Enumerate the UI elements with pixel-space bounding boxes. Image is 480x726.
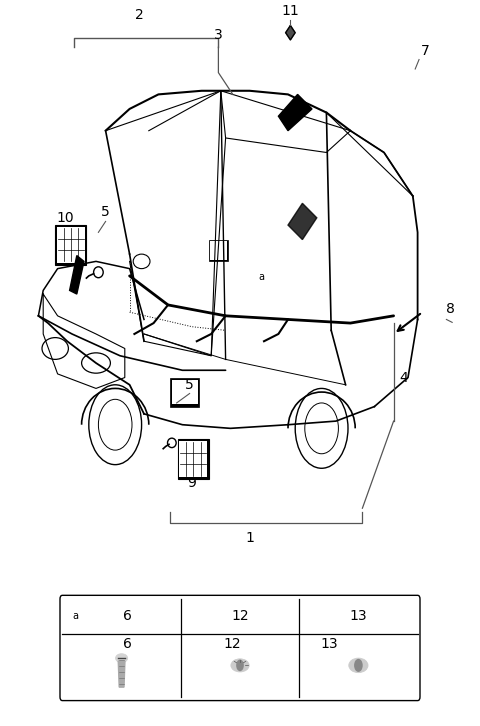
Bar <box>170 378 199 407</box>
Text: a: a <box>259 272 264 282</box>
Ellipse shape <box>349 658 368 673</box>
Text: 13: 13 <box>320 637 337 651</box>
Text: 5: 5 <box>101 205 110 219</box>
Text: 6: 6 <box>123 637 132 651</box>
Text: 1: 1 <box>245 531 254 545</box>
Text: 9: 9 <box>188 476 196 489</box>
Bar <box>178 439 209 479</box>
Text: 12: 12 <box>231 609 249 624</box>
Ellipse shape <box>340 652 376 680</box>
Text: 13: 13 <box>349 609 367 624</box>
Text: 3: 3 <box>214 28 223 42</box>
Ellipse shape <box>116 654 128 663</box>
Text: 7: 7 <box>420 44 429 58</box>
Text: 6: 6 <box>123 609 132 624</box>
Bar <box>57 227 85 263</box>
Text: 8: 8 <box>446 301 455 316</box>
Polygon shape <box>118 661 125 688</box>
Circle shape <box>236 660 244 672</box>
Ellipse shape <box>231 659 249 672</box>
Bar <box>172 380 198 404</box>
Bar <box>209 240 228 261</box>
Circle shape <box>354 659 363 672</box>
Circle shape <box>431 314 452 346</box>
Circle shape <box>251 260 272 292</box>
Bar <box>210 241 227 260</box>
Polygon shape <box>288 203 317 240</box>
Text: 4: 4 <box>399 370 408 385</box>
Polygon shape <box>278 94 312 131</box>
Text: 11: 11 <box>282 4 299 18</box>
Bar <box>179 441 207 477</box>
Polygon shape <box>70 256 84 294</box>
Ellipse shape <box>402 71 428 97</box>
Text: a: a <box>73 611 79 621</box>
Text: 2: 2 <box>135 8 144 22</box>
Circle shape <box>435 321 448 340</box>
Text: 5: 5 <box>185 378 194 392</box>
Polygon shape <box>286 25 295 40</box>
Text: 10: 10 <box>57 211 74 225</box>
Ellipse shape <box>223 653 257 678</box>
Text: 12: 12 <box>223 637 240 651</box>
Bar <box>55 225 86 265</box>
Circle shape <box>66 602 85 631</box>
